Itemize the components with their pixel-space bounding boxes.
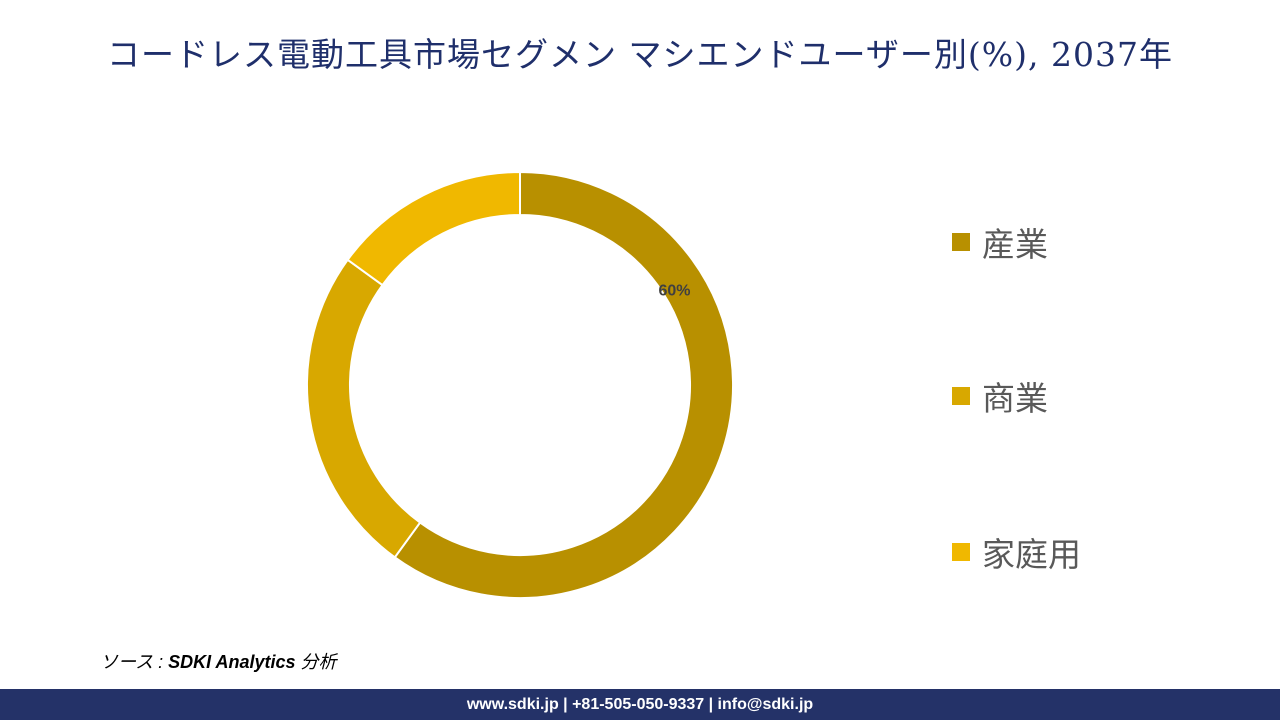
legend-swatch-commercial	[952, 387, 970, 405]
source-name: SDKI Analytics	[168, 652, 296, 672]
legend-swatch-industrial	[952, 233, 970, 251]
slice-label-industrial: 60%	[658, 283, 690, 300]
source-suffix: 分析	[295, 652, 337, 672]
chart-title: コードレス電動工具市場セグメン マシエンドユーザー別(%), 2037年	[107, 35, 1173, 74]
legend-item-industrial: 産業	[952, 218, 1048, 266]
legend-label-commercial: 商業	[982, 379, 1048, 418]
legend-item-commercial: 商業	[952, 372, 1048, 420]
slice-commercial	[306, 258, 422, 559]
footer-contact-bar: www.sdki.jp | +81-505-050-9337 | info@sd…	[0, 689, 1280, 720]
legend-swatch-household	[952, 543, 970, 561]
source-note: ソース : SDKI Analytics 分析	[100, 648, 337, 674]
legend-label-household: 家庭用	[982, 535, 1081, 574]
legend-label-industrial: 産業	[982, 225, 1048, 264]
legend-item-household: 家庭用	[952, 528, 1081, 576]
donut-chart: 60%	[306, 170, 734, 599]
source-prefix: ソース :	[100, 652, 169, 672]
slice-industrial	[393, 170, 734, 599]
slice-household	[346, 170, 521, 287]
